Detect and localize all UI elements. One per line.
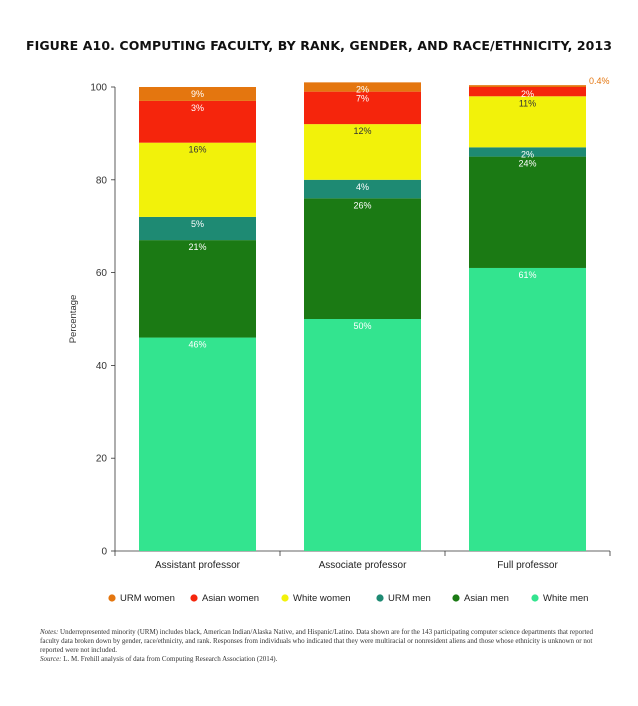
data-label: 3% [191, 103, 204, 113]
bar-segment [304, 91, 421, 125]
y-axis-title: Percentage [68, 295, 79, 344]
data-label: 9% [191, 89, 204, 99]
bar-segment [304, 82, 421, 92]
bar-segment [304, 179, 421, 199]
y-tick-label: 80 [96, 175, 108, 186]
bar-segment [469, 96, 586, 148]
legend-label: Asian men [464, 593, 509, 604]
data-label: 26% [353, 200, 371, 210]
data-label: 2% [521, 149, 534, 159]
source-prefix: Source: [40, 655, 62, 663]
y-tick-label: 20 [96, 454, 108, 465]
data-label: 2% [521, 89, 534, 99]
bar-segment [304, 319, 421, 551]
notes-paragraph: Notes: Underrepresented minority (URM) i… [40, 628, 600, 655]
legend-label: Asian women [202, 593, 259, 604]
data-label: 61% [518, 270, 536, 280]
bar-segment [139, 87, 256, 101]
bar-segment [139, 216, 256, 241]
legend-swatch [452, 594, 460, 602]
legend-label: White women [293, 593, 351, 604]
legend-swatch [376, 594, 384, 602]
y-tick-label: 100 [90, 83, 107, 94]
data-label: 7% [356, 94, 369, 104]
data-label: 2% [356, 84, 369, 94]
data-label: 11% [519, 98, 536, 108]
data-label: 46% [188, 340, 206, 350]
bar-segment [469, 87, 586, 97]
source-text: L. M. Frehill analysis of data from Comp… [63, 655, 278, 663]
bar-segment [469, 85, 586, 87]
y-tick-label: 0 [101, 547, 107, 558]
x-category-label: Full professor [497, 560, 558, 571]
bar-segment [304, 124, 421, 180]
legend-label: White men [543, 593, 588, 604]
data-label: 0.4% [589, 76, 610, 86]
data-labels: 46%21%5%16%3%9%50%26%4%12%7%2%61%24%2%11… [188, 76, 609, 349]
y-tick-label: 40 [96, 361, 108, 372]
bar-segment [469, 147, 586, 157]
notes-prefix: Notes: [40, 628, 59, 636]
x-category-label: Associate professor [319, 560, 407, 571]
data-label: 12% [353, 126, 371, 136]
data-label: 5% [191, 219, 204, 229]
legend-label: URM women [120, 593, 175, 604]
bar-segment [139, 337, 256, 551]
chart-notes: Notes: Underrepresented minority (URM) i… [40, 628, 600, 664]
data-label: 21% [188, 242, 206, 252]
data-label: 24% [518, 159, 536, 169]
legend-swatch [190, 594, 198, 602]
bar-segment [139, 240, 256, 338]
notes-text: Underrepresented minority (URM) includes… [40, 628, 594, 654]
bar-stacks [139, 82, 586, 551]
bar-segment [139, 100, 256, 143]
bar-segment [304, 198, 421, 319]
x-category-label: Assistant professor [155, 560, 241, 571]
legend-swatch [108, 594, 116, 602]
bar-segment [139, 142, 256, 217]
bar-segment [469, 156, 586, 268]
data-label: 4% [356, 182, 369, 192]
chart-title: FIGURE A10. COMPUTING FACULTY, BY RANK, … [25, 38, 613, 53]
legend-swatch [531, 594, 539, 602]
data-label: 16% [188, 145, 206, 155]
chart-legend: URM women Asian women White women URM men As… [108, 593, 588, 604]
bar-segment [469, 267, 586, 551]
legend-swatch [281, 594, 289, 602]
legend-label: URM men [388, 593, 431, 604]
y-tick-label: 60 [96, 268, 108, 279]
source-paragraph: Source: L. M. Frehill analysis of data f… [40, 655, 600, 664]
data-label: 50% [353, 321, 371, 331]
